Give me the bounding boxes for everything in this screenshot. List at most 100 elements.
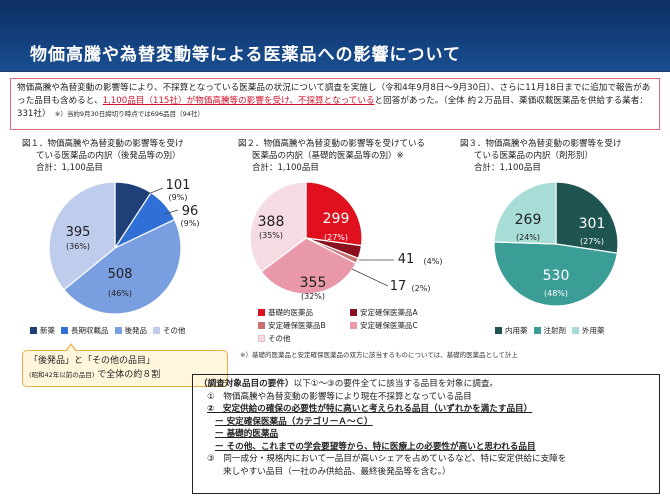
callout-line1: 「後発品」と「その他の品目」 (29, 356, 156, 366)
callout-tail-inner (66, 345, 76, 352)
intro-text-after: と回答があった。（全体 約２万品目、薬価収載医薬品を供給する業者：331社） (17, 96, 648, 119)
fig2-footnote: ※）基礎的医薬品と安定確保医薬品の双方に該当するものについては、基礎的医薬品とし… (240, 351, 518, 359)
pie1-percent-label-1: (9%) (181, 219, 200, 228)
pie2-slice-0 (305, 181, 363, 247)
pie3-slice-2 (493, 181, 557, 245)
requirement-2-sub-2: ー 基礎的医薬品 (215, 429, 279, 439)
fig2-legend-label-2: 安定確保医薬品B (268, 321, 326, 330)
pie1-leader-line (147, 187, 164, 195)
requirement-2-sub-3: ー その他、これまでの学会要望等から、特に医療上の必要性が高いと思われる品目 (215, 441, 536, 452)
legend-swatch (572, 327, 579, 334)
fig2-title-line1: 図２．物価高騰や為替変動の影響等を受けている (238, 139, 426, 149)
legend-swatch (114, 327, 122, 334)
legend-swatch (533, 327, 541, 334)
pie2-value-label-2: 17 (390, 279, 407, 294)
pie1-slice-3 (48, 181, 116, 291)
requirement-1: ① 物価高騰や為替変動の影響等により現在不採算となっている品目 (207, 391, 472, 402)
pie1-slice-2 (63, 218, 182, 315)
page-title: 物価高騰や為替変動等による医薬品への影響について (30, 45, 461, 65)
pie3-percent-label-2: (24%) (516, 233, 540, 242)
title-bar: 物価高騰や為替変動等による医薬品への影響について (0, 0, 670, 72)
pie1-value-label-3: 395 (66, 225, 91, 240)
title-underline (0, 71, 670, 72)
fig3-legend-label-0: 内用薬 (505, 326, 528, 335)
intro-box: 物価高騰や為替変動の影響等により、不採算となっている医薬品の状況について調査を実… (10, 78, 660, 130)
fig2-legend-row2: 安定確保医薬品B 安定確保医薬品C (258, 320, 418, 331)
fig1-pie-chart: 101(9%)96(9%)508(46%)395(36%) (48, 178, 200, 315)
legend-swatch (153, 327, 160, 334)
fig1-title-line1: 図１．物価高騰や為替変動の影響等を受け (22, 139, 184, 149)
requirement-3-line1: ③ 同一成分・規格内において一品目が高いシェアを占めているなど、特に安定供給に支… (207, 454, 567, 464)
fig2-legend-label-1: 安定確保医薬品A (360, 308, 418, 317)
pie3-value-label-2: 269 (515, 212, 542, 228)
fig3-caption: 図３．物価高騰や為替変動の影響等を受け ている医薬品の内訳（剤形別） 合計：1,… (460, 138, 660, 174)
pie1-percent-label-3: (36%) (66, 242, 90, 251)
legend-swatch (350, 322, 357, 329)
fig2-pie-chart: 299 (27%) 41 (4%) 17 (2%) 355(32%) 388(35%) (249, 181, 443, 301)
pie2-percent-label-1: (4%) (424, 257, 443, 266)
callout-box: 「後発品」と「その他の品目」 (昭和42年以前の品目) で全体の約８割 (22, 343, 228, 387)
pie2-percent-label-2: (2%) (412, 284, 431, 293)
pie2-value-label-0: 299 (323, 211, 350, 227)
legend-swatch (258, 309, 265, 316)
pie2-percent-label-3: (32%) (301, 292, 325, 301)
fig1-legend-label-2: 後発品 (124, 326, 148, 335)
fig3-pie-chart: 301 (27%) 530 (48%) 269 (24%) (493, 181, 619, 307)
pie3-slice-0 (555, 181, 619, 254)
pie1-value-label-0: 101 (166, 178, 191, 193)
pie2-slice-4 (249, 181, 307, 273)
pie3-value-label-1: 530 (543, 268, 570, 284)
legend-swatch (258, 322, 265, 329)
legend-swatch (61, 327, 68, 334)
fig2-legend-row1: 基礎的医薬品 安定確保医薬品A (258, 307, 418, 318)
requirements-box: （調査対象品目の要件）以下①～③の要件全てに該当する品目を対象に調査。 ① 物価… (192, 374, 660, 494)
fig1-legend-label-0: 新薬 (40, 326, 55, 335)
pie3-percent-label-1: (48%) (544, 289, 568, 298)
fig3-legend-label-2: 外用薬 (582, 326, 605, 335)
pie2-slice-3 (260, 237, 357, 295)
pie1-leader-line (164, 209, 179, 215)
fig3-total: 合計：1,100品目 (474, 163, 541, 173)
pie2-percent-label-4: (35%) (259, 231, 283, 240)
pie3-slice-1 (493, 241, 619, 307)
pie2-value-label-3: 355 (300, 275, 327, 291)
fig3-title-line1: 図３．物価高騰や為替変動の影響等を受け (460, 139, 622, 149)
fig2-legend-label-0: 基礎的医薬品 (268, 308, 313, 317)
fig1-caption: 図１．物価高騰や為替変動の影響等を受け ている医薬品の内訳（後発品等の別） 合計… (22, 138, 222, 174)
legend-swatch (495, 327, 502, 334)
pie2-leader-line (351, 268, 389, 287)
legend-swatch (350, 309, 357, 316)
legend-swatch (30, 327, 37, 334)
pie1-value-label-2: 508 (108, 267, 133, 282)
fig1-title-line2: ている医薬品の内訳（後発品等の別） (36, 151, 181, 161)
fig2-legend-label-4: その他 (268, 334, 291, 343)
fig1-total: 合計：1,100品目 (36, 163, 103, 173)
intro-highlight: 1,100品目（115社）が物価高騰等の影響を受け、不採算となっている (102, 96, 375, 106)
requirement-2: ② 安定供給の確保の必要性が特に高いと考えられる品目（いずれかを満たす品目） (207, 404, 533, 414)
fig2-total: 合計：1,100品目 (252, 163, 319, 173)
callout-line2: で全体の約８割 (97, 370, 161, 380)
fig2-legend-row3: その他 (258, 333, 291, 344)
fig2-title-line2: 医薬品の内訳（基礎的医薬品等の別）※ (252, 151, 404, 161)
requirement-3-line2: 来しやすい品目（一社のみ供給品、最終後発品等を含む。） (223, 466, 451, 477)
intro-text: 物価高騰や為替変動の影響等により、不採算となっている医薬品の状況について調査を実… (17, 83, 651, 106)
fig1-legend: 新薬 長期収載品 後発品 その他 (30, 325, 186, 336)
fig3-legend-label-1: 注射剤 (543, 326, 567, 335)
requirements-intro: 以下①～③の要件全てに該当する品目を対象に調査。 (293, 379, 499, 389)
legend-swatch (258, 335, 265, 342)
pie2-value-label-1: 41 (398, 252, 415, 267)
fig2-legend-label-3: 安定確保医薬品C (360, 321, 418, 330)
pie3-percent-label-0: (27%) (580, 237, 604, 246)
pie1-value-label-1: 96 (182, 204, 199, 219)
pie2-percent-label-0: (27%) (324, 233, 348, 242)
pie1-percent-label-0: (9%) (169, 193, 188, 202)
requirement-2-sub-1: ー 安定確保医薬品（カテゴリーＡ～Ｃ） (215, 416, 373, 427)
requirements-heading: （調査対象品目の要件） (199, 379, 294, 389)
callout-small: (昭和42年以前の品目) (29, 371, 95, 379)
pie1-percent-label-2: (46%) (108, 289, 132, 298)
intro-note: ※）当約9月30日締切り時点では696品目（94社） (54, 110, 204, 118)
fig2-caption: 図２．物価高騰や為替変動の影響等を受けている 医薬品の内訳（基礎的医薬品等の別）… (238, 138, 448, 174)
pie3-value-label-0: 301 (579, 216, 606, 232)
fig3-legend: 内用薬 注射剤 外用薬 (495, 325, 605, 336)
fig1-legend-label-1: 長期収載品 (71, 326, 109, 335)
